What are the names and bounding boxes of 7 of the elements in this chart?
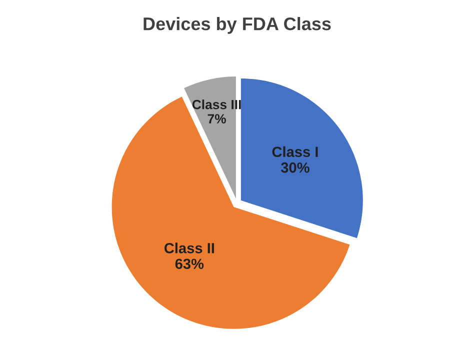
data-label: 7%: [208, 114, 226, 124]
slice-label: Class II: [164, 242, 214, 254]
slice-label: Class III: [192, 100, 241, 110]
data-label: 63%: [175, 258, 204, 270]
data-label: 30%: [280, 162, 310, 173]
slice-label: Class I: [272, 146, 318, 158]
chart-title: Devices by FDA Class: [144, 16, 331, 34]
